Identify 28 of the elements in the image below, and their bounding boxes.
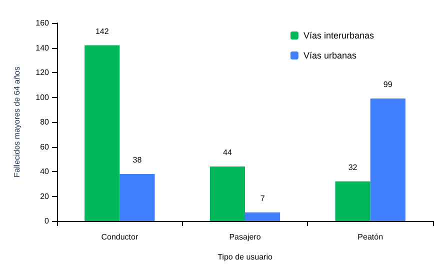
y-tick-label: 80	[40, 118, 50, 126]
bar	[84, 45, 120, 221]
data-label: 7	[260, 194, 266, 203]
y-tick-label: 160	[36, 18, 50, 28]
data-label: 32	[348, 162, 358, 172]
x-tick-label: Peatón	[358, 232, 384, 242]
legend-label: Vías interurbanas	[303, 30, 374, 40]
data-label: 99	[383, 80, 393, 89]
bar	[210, 166, 245, 221]
y-axis-title: Fallecidos mayores de 64 años	[12, 66, 22, 178]
bar	[120, 174, 155, 221]
bar	[370, 98, 406, 221]
y-tick-label: 140	[36, 43, 50, 52]
x-tick-label: Pasajero	[229, 232, 262, 242]
data-label: 44	[223, 148, 232, 158]
y-tick-label: 40	[40, 167, 50, 176]
legend-label: Vías urbanas	[303, 50, 357, 60]
x-axis-title: Tipo de usuario	[218, 252, 273, 262]
data-label: 142	[95, 26, 110, 36]
bar	[245, 212, 280, 221]
y-tick-label: 0	[44, 216, 50, 226]
y-tick-label: 60	[40, 142, 50, 152]
y-tick-label: 20	[40, 192, 50, 201]
y-tick-label: 100	[36, 92, 50, 102]
y-tick-label: 120	[36, 68, 50, 77]
bar	[335, 181, 370, 221]
x-tick-label: Conductor	[101, 232, 138, 242]
data-label: 38	[132, 155, 142, 164]
